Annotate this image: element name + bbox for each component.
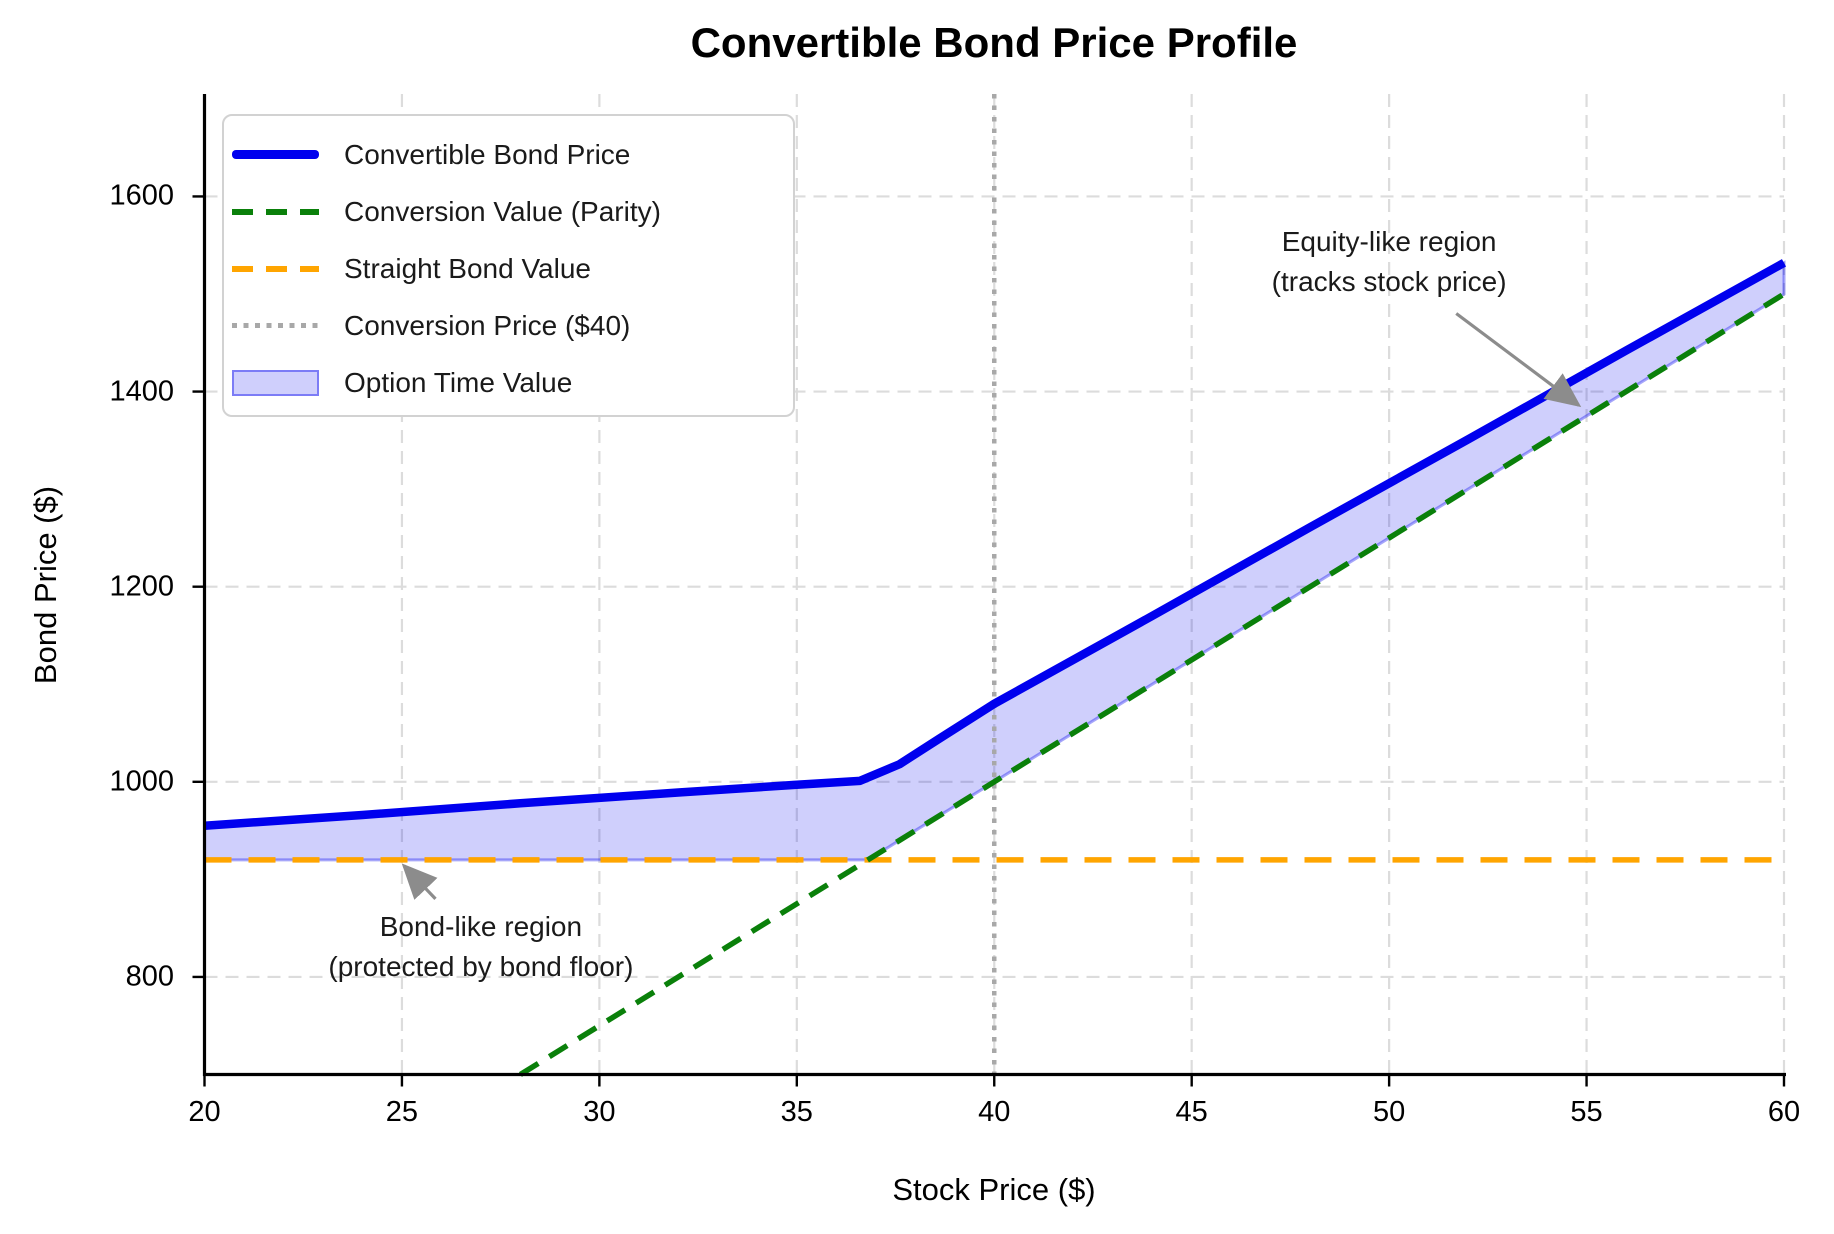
y-tick-label-1400: 1400 (109, 375, 174, 408)
legend-label: Convertible Bond Price (344, 138, 631, 170)
legend-swatch-dotted-line-icon (232, 323, 319, 328)
y-tick-label-1600: 1600 (109, 179, 174, 212)
y-tick-label-1000: 1000 (109, 765, 174, 798)
x-tick-label-35: 35 (780, 1096, 813, 1128)
annotation-equity-region-line: (tracks stock price) (1271, 265, 1507, 297)
annotation-bond-region: Bond-like region (protected by bond floor… (328, 907, 633, 987)
annotation-equity-region: Equity-like region (tracks stock price) (1272, 222, 1507, 302)
x-tick-label-20: 20 (188, 1096, 221, 1128)
conversion-value-parity-line (518, 291, 1786, 1077)
legend-item-convertible-bond-price: Convertible Bond Price (232, 126, 793, 183)
x-tick-label-60: 60 (1767, 1096, 1801, 1128)
y-tick-label-800: 800 (125, 960, 174, 993)
chart-title: Convertible Bond Price Profile (690, 19, 1298, 66)
legend-swatch-green-dashed-line-icon (232, 208, 319, 215)
legend-label: Conversion Price ($40) (344, 309, 631, 341)
legend-swatch-orange-dashed-line-icon (232, 265, 319, 272)
annotation-equity-region-line: Equity-like region (1281, 225, 1497, 257)
x-tick-label-25: 25 (385, 1096, 419, 1128)
x-axis-label: Stock Price ($) (892, 1172, 1096, 1207)
x-tick-label-55: 55 (1570, 1096, 1603, 1128)
legend-swatch-solid-line-icon (232, 150, 319, 159)
x-tick-label-50: 50 (1372, 1096, 1406, 1128)
annotation-arrow-equity-region (1455, 312, 1582, 408)
x-tick-label-45: 45 (1175, 1096, 1208, 1128)
x-tick-label-40: 40 (978, 1096, 1011, 1128)
legend-swatch-fill-patch-icon (232, 369, 319, 396)
legend-item-option-time-value: Option Time Value (232, 354, 793, 411)
annotation-bond-region-line: Bond-like region (379, 910, 583, 942)
legend-label: Straight Bond Value (344, 252, 591, 284)
y-tick-label-1200: 1200 (109, 570, 174, 603)
legend-label: Option Time Value (344, 366, 573, 398)
legend-box: Convertible Bond Price Conversion Value … (222, 114, 795, 417)
legend-item-conversion-value: Conversion Value (Parity) (232, 183, 793, 240)
annotation-bond-region-line: (protected by bond floor) (328, 950, 634, 982)
legend-item-straight-bond-value: Straight Bond Value (232, 240, 793, 297)
legend-label: Conversion Value (Parity) (344, 195, 661, 227)
legend-item-conversion-price: Conversion Price ($40) (232, 297, 793, 354)
annotation-arrow-bond-region (401, 863, 438, 900)
convertible-bond-price-line (204, 259, 1787, 830)
x-tick-label-30: 30 (583, 1096, 616, 1128)
